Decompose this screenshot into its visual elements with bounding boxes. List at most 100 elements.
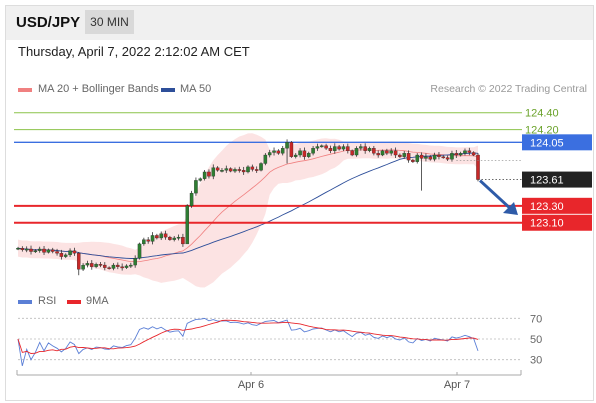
bollinger-band-area <box>18 133 478 288</box>
candle-body <box>215 167 220 171</box>
candle-body <box>354 148 359 156</box>
candle-body <box>150 235 155 242</box>
rsi-9ma-line <box>17 319 479 354</box>
candle-body <box>85 263 90 266</box>
candle-body <box>428 156 433 160</box>
candle-body <box>168 236 172 240</box>
candle-body <box>280 148 285 154</box>
rsi-level-label-0: 70 <box>530 313 542 325</box>
candle-body <box>107 267 111 269</box>
symbol-title: USD/JPY <box>16 14 81 31</box>
candle-body <box>276 150 281 154</box>
level-label-1: 124.20 <box>525 125 559 137</box>
candle-body <box>424 156 428 159</box>
candle-body <box>311 148 315 154</box>
copyright: Research © 2022 Trading Central <box>430 83 587 95</box>
candle-body <box>124 265 129 268</box>
candle-body <box>116 264 120 267</box>
candle-body <box>324 145 328 149</box>
timeframe-badge: 30 MIN <box>85 10 134 34</box>
ma50-line <box>17 152 479 259</box>
candle-body <box>172 237 176 240</box>
candle-body <box>341 146 346 150</box>
candle-body <box>402 153 406 157</box>
candle-body <box>189 192 194 206</box>
candle-body <box>211 167 216 177</box>
candle-body <box>333 146 337 151</box>
legend-rsi: RSI <box>38 295 57 307</box>
candle-body <box>441 156 446 159</box>
candle-body <box>198 178 203 181</box>
level-tag-2 <box>522 134 592 151</box>
candle-body <box>285 142 289 149</box>
level-label-2: 124.05 <box>530 137 564 149</box>
rsi-level-label-2: 30 <box>530 355 542 367</box>
candle-body <box>77 253 81 270</box>
level-label-0: 124.40 <box>525 108 559 120</box>
candle-body <box>463 150 467 154</box>
candle-body <box>94 264 98 267</box>
candle-body <box>72 250 77 254</box>
candle-body <box>133 258 137 266</box>
candle-body <box>254 169 259 171</box>
candle-body <box>267 152 272 156</box>
last-price-label: 123.61 <box>530 175 564 187</box>
candle-body <box>63 254 68 257</box>
level-label-4: 123.10 <box>530 218 564 230</box>
last-price-tag <box>522 171 592 188</box>
candle-body <box>129 264 133 267</box>
candle-body <box>385 150 389 154</box>
candle-body <box>450 153 454 160</box>
candle-body <box>50 249 55 252</box>
candle-body <box>137 243 142 259</box>
candle-body <box>307 153 311 157</box>
candle-body <box>146 239 150 242</box>
candle-body <box>241 170 246 173</box>
candle-body <box>68 250 72 256</box>
legend-swatch-rsi <box>18 300 32 304</box>
candle-body <box>103 264 107 268</box>
candle-body <box>432 154 437 160</box>
candle-body <box>376 153 380 156</box>
candle-body <box>98 264 103 266</box>
candle-body <box>159 233 163 239</box>
level-tag-4 <box>522 214 592 231</box>
candle-body <box>37 248 42 251</box>
candle-body <box>263 154 268 164</box>
candle-body <box>346 146 350 151</box>
candle-body <box>24 248 29 251</box>
candle-body <box>233 169 237 172</box>
level-label-3: 123.30 <box>530 201 564 213</box>
candle-body <box>350 150 354 156</box>
candle-body <box>185 205 189 245</box>
candle-body <box>224 168 229 171</box>
candle-body <box>259 163 263 171</box>
candle-body <box>471 152 476 156</box>
timestamp: Thursday, April 7, 2022 2:12:02 AM CET <box>18 44 250 59</box>
candle-body <box>367 148 372 151</box>
candle-body <box>181 236 185 245</box>
header-bar: USD/JPY 30 MIN <box>6 6 593 40</box>
candle-body <box>155 235 159 239</box>
forecast-arrow-head <box>503 202 518 215</box>
candle-body <box>59 253 64 257</box>
rsi-line <box>17 317 479 367</box>
candle-body <box>90 263 94 267</box>
candle-body <box>111 264 116 269</box>
candle-body <box>389 150 393 154</box>
candle-body <box>16 247 20 250</box>
candle-body <box>393 150 398 156</box>
candle-body <box>120 266 124 269</box>
candle-body <box>415 154 419 162</box>
candle-body <box>406 153 411 161</box>
candle-body <box>445 157 450 160</box>
candle-body <box>293 154 298 157</box>
candle-body <box>142 239 146 245</box>
candle-body <box>237 169 242 171</box>
candle-body <box>363 146 367 151</box>
legend-swatch-9ma <box>67 300 81 304</box>
candle-body <box>298 150 302 156</box>
candle-body <box>320 145 324 148</box>
candle-body <box>81 264 85 270</box>
